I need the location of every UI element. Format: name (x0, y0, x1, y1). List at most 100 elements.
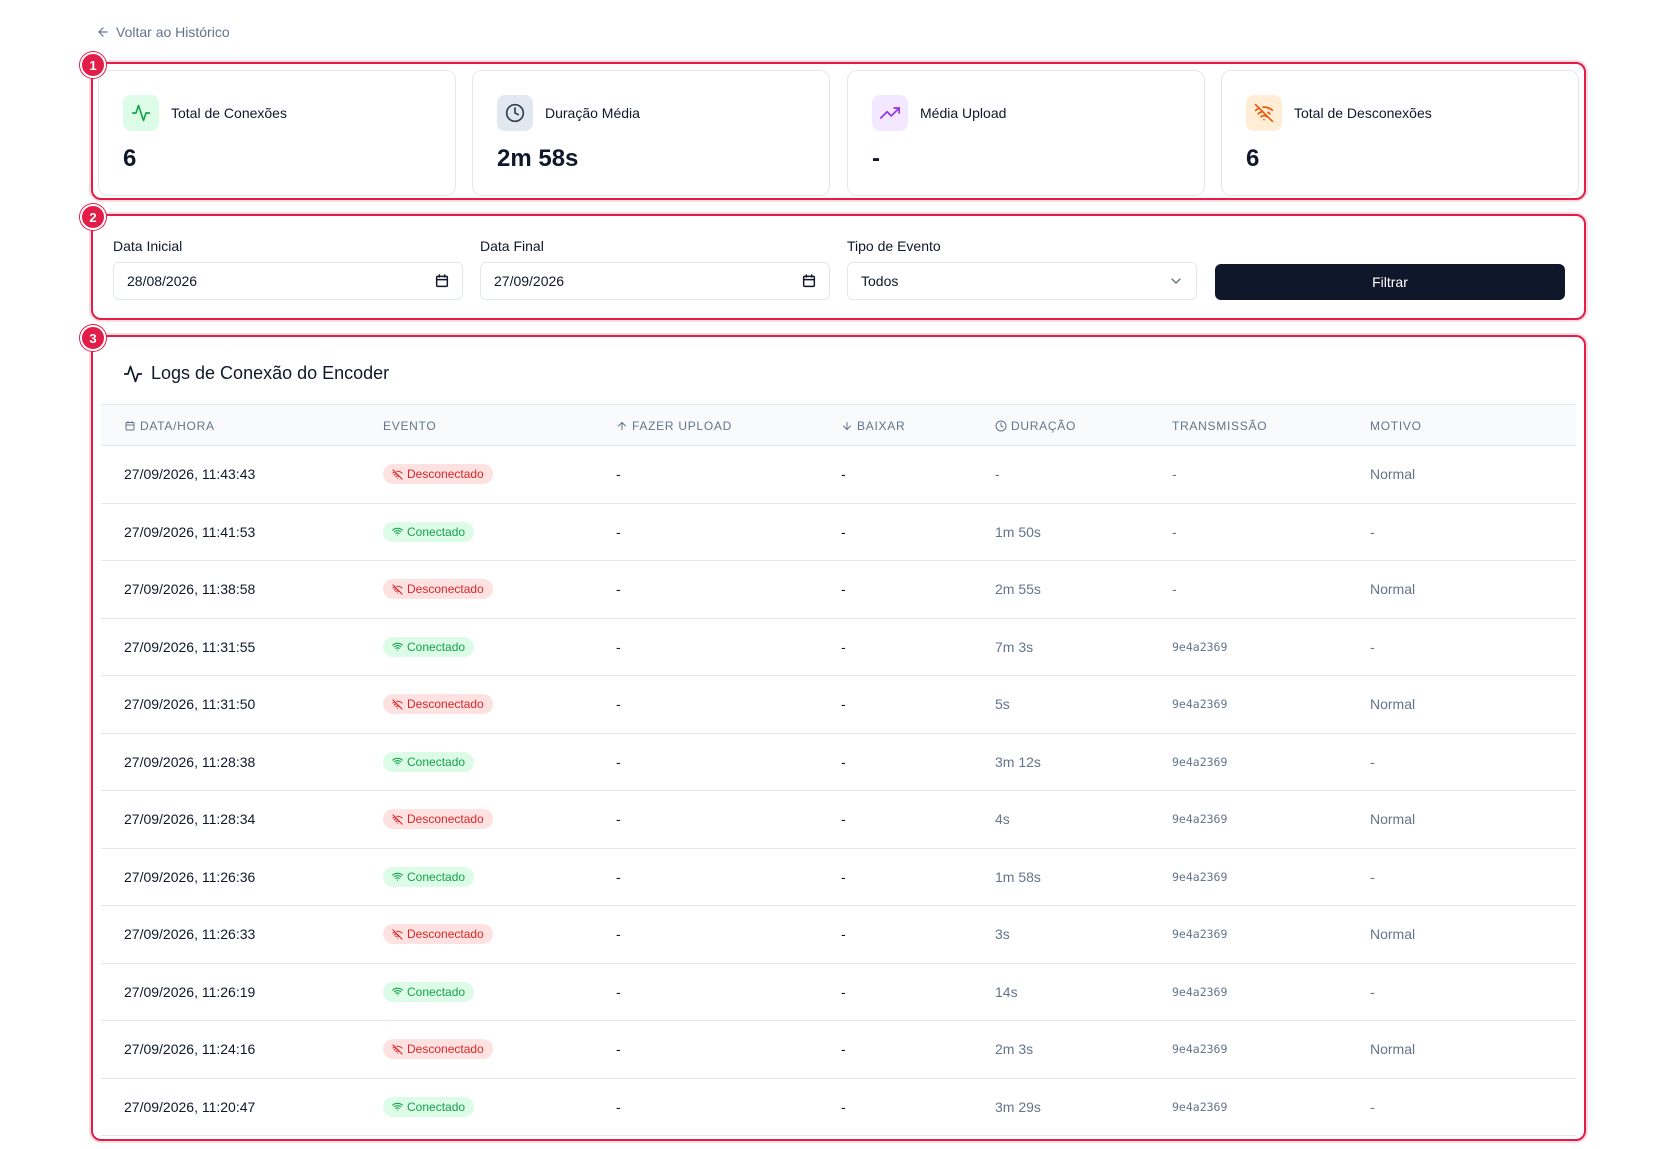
back-to-history-link[interactable]: Voltar ao Histórico (96, 24, 230, 40)
calendar-icon (125, 421, 135, 431)
event-type-select[interactable]: Todos (847, 262, 1197, 300)
cell-upload: - (616, 926, 621, 943)
cell-stream: 9e4a2369 (1172, 754, 1228, 769)
stat-label: Duração Média (545, 105, 640, 121)
calendar-icon (435, 274, 449, 288)
cell-reason: - (1370, 1098, 1375, 1115)
cell-upload: - (616, 581, 621, 598)
cell-download: - (841, 638, 846, 655)
cell-stream: 9e4a2369 (1172, 869, 1228, 884)
status-badge: Conectado (383, 751, 475, 772)
column-label: BAIXAR (857, 419, 906, 433)
cell-stream: 9e4a2369 (1172, 1042, 1228, 1057)
wifi-off-icon (392, 929, 403, 940)
stat-value: 6 (123, 145, 137, 172)
cell-date: 27/09/2026, 11:28:38 (124, 753, 256, 770)
status-badge-label: Conectado (407, 984, 466, 999)
status-badge: Desconectado (383, 464, 493, 485)
stat-value: - (872, 145, 880, 172)
cell-stream: 9e4a2369 (1172, 697, 1228, 712)
status-badge-label: Conectado (407, 1099, 466, 1114)
wifi-off-icon (392, 814, 403, 825)
stat-card-average-upload: Média Upload - (847, 70, 1205, 196)
wifi-icon (392, 1101, 403, 1112)
cell-reason: - (1370, 523, 1375, 540)
cell-date: 27/09/2026, 11:41:53 (124, 523, 256, 540)
status-badge: Conectado (383, 636, 475, 657)
status-badge: Desconectado (383, 694, 493, 715)
start-date-input[interactable]: 28/08/2026 (113, 262, 463, 300)
cell-stream: 9e4a2369 (1172, 812, 1228, 827)
cell-event: Desconectado (383, 906, 493, 963)
column-label: MOTIVO (1370, 419, 1422, 433)
wifi-icon (392, 526, 403, 537)
arrow-left-icon (98, 27, 108, 37)
column-label: DURAÇÃO (1011, 419, 1077, 433)
stat-card-total-disconnections: Total de Desconexões 6 (1221, 70, 1579, 196)
cell-event: Conectado (383, 964, 475, 1021)
column-header-reason[interactable]: MOTIVO (1370, 405, 1422, 447)
cell-reason: - (1370, 868, 1375, 885)
cell-duration: 2m 3s (995, 1041, 1034, 1058)
cell-upload: - (616, 1098, 621, 1115)
stat-label: Total de Conexões (171, 105, 287, 121)
status-badge: Conectado (383, 1096, 475, 1117)
wifi-off-icon (392, 699, 403, 710)
status-badge-label: Desconectado (407, 467, 484, 482)
cell-duration: 14s (995, 983, 1018, 1000)
cell-duration: 3m 12s (995, 753, 1041, 770)
status-badge-label: Conectado (407, 639, 466, 654)
cell-duration: 4s (995, 811, 1010, 828)
stat-value: 2m 58s (497, 145, 579, 172)
table-row: 27/09/2026, 11:28:38 Conectado - - 3m 12s 9e4… (101, 734, 1576, 791)
cell-stream: 9e4a2369 (1172, 1099, 1228, 1114)
cell-duration: 7m 3s (995, 638, 1034, 655)
logs-table: DATA/HORA EVENTO FAZER UPLOAD BAIXAR DUR… (101, 404, 1576, 1136)
status-badge-label: Conectado (407, 524, 466, 539)
cell-download: - (841, 983, 846, 1000)
wifi-off-icon (392, 584, 403, 595)
event-type-group: Tipo de Evento Todos (847, 238, 1197, 300)
filters-section: Data Inicial 28/08/2026 Data Final 27/09… (91, 214, 1586, 320)
filter-button[interactable]: Filtrar (1215, 264, 1565, 300)
end-date-value: 27/09/2026 (494, 273, 565, 289)
wifi-off-icon (1246, 95, 1282, 131)
cell-download: - (841, 523, 846, 540)
column-header-stream[interactable]: TRANSMISSÃO (1172, 405, 1267, 447)
column-header-upload[interactable]: FAZER UPLOAD (616, 405, 732, 447)
table-row: 27/09/2026, 11:26:36 Conectado - - 1m 58s 9e4… (101, 849, 1576, 906)
cell-download: - (841, 466, 846, 483)
arrow-down-icon (843, 422, 851, 430)
stat-label: Total de Desconexões (1294, 105, 1432, 121)
stat-value: 6 (1246, 145, 1260, 172)
cell-stream: - (1172, 466, 1177, 483)
column-header-date[interactable]: DATA/HORA (124, 405, 215, 447)
table-row: 27/09/2026, 11:20:47 Conectado - - 3m 29s 9e4… (101, 1079, 1576, 1136)
cell-event: Desconectado (383, 446, 493, 503)
table-row: 27/09/2026, 11:31:50 Desconectado - - 5s 9e4a… (101, 676, 1576, 734)
cell-date: 27/09/2026, 11:24:16 (124, 1041, 256, 1058)
clock-icon (995, 420, 1007, 432)
wifi-icon (392, 641, 403, 652)
status-badge: Desconectado (383, 809, 493, 830)
cell-stream: - (1172, 581, 1177, 598)
cell-duration: 1m 50s (995, 523, 1041, 540)
cell-download: - (841, 811, 846, 828)
logs-title-text: Logs de Conexão do Encoder (151, 363, 390, 383)
region-marker-1: 1 (80, 52, 106, 78)
cell-upload: - (616, 638, 621, 655)
wifi-icon (392, 756, 403, 767)
column-header-download[interactable]: BAIXAR (841, 405, 905, 447)
cell-date: 27/09/2026, 11:20:47 (124, 1098, 256, 1115)
cell-date: 27/09/2026, 11:26:36 (124, 868, 256, 885)
cell-date: 27/09/2026, 11:31:55 (124, 638, 256, 655)
wifi-icon (392, 986, 403, 997)
column-header-duration[interactable]: DURAÇÃO (995, 405, 1076, 447)
cell-event: Conectado (383, 504, 475, 561)
column-header-event[interactable]: EVENTO (383, 405, 436, 447)
cell-reason: - (1370, 983, 1375, 1000)
end-date-input[interactable]: 27/09/2026 (480, 262, 830, 300)
cell-date: 27/09/2026, 11:31:50 (124, 696, 256, 713)
cell-reason: Normal (1370, 1041, 1416, 1058)
stats-section: Total de Conexões 6 Duração Média 2m 58s… (91, 62, 1586, 200)
